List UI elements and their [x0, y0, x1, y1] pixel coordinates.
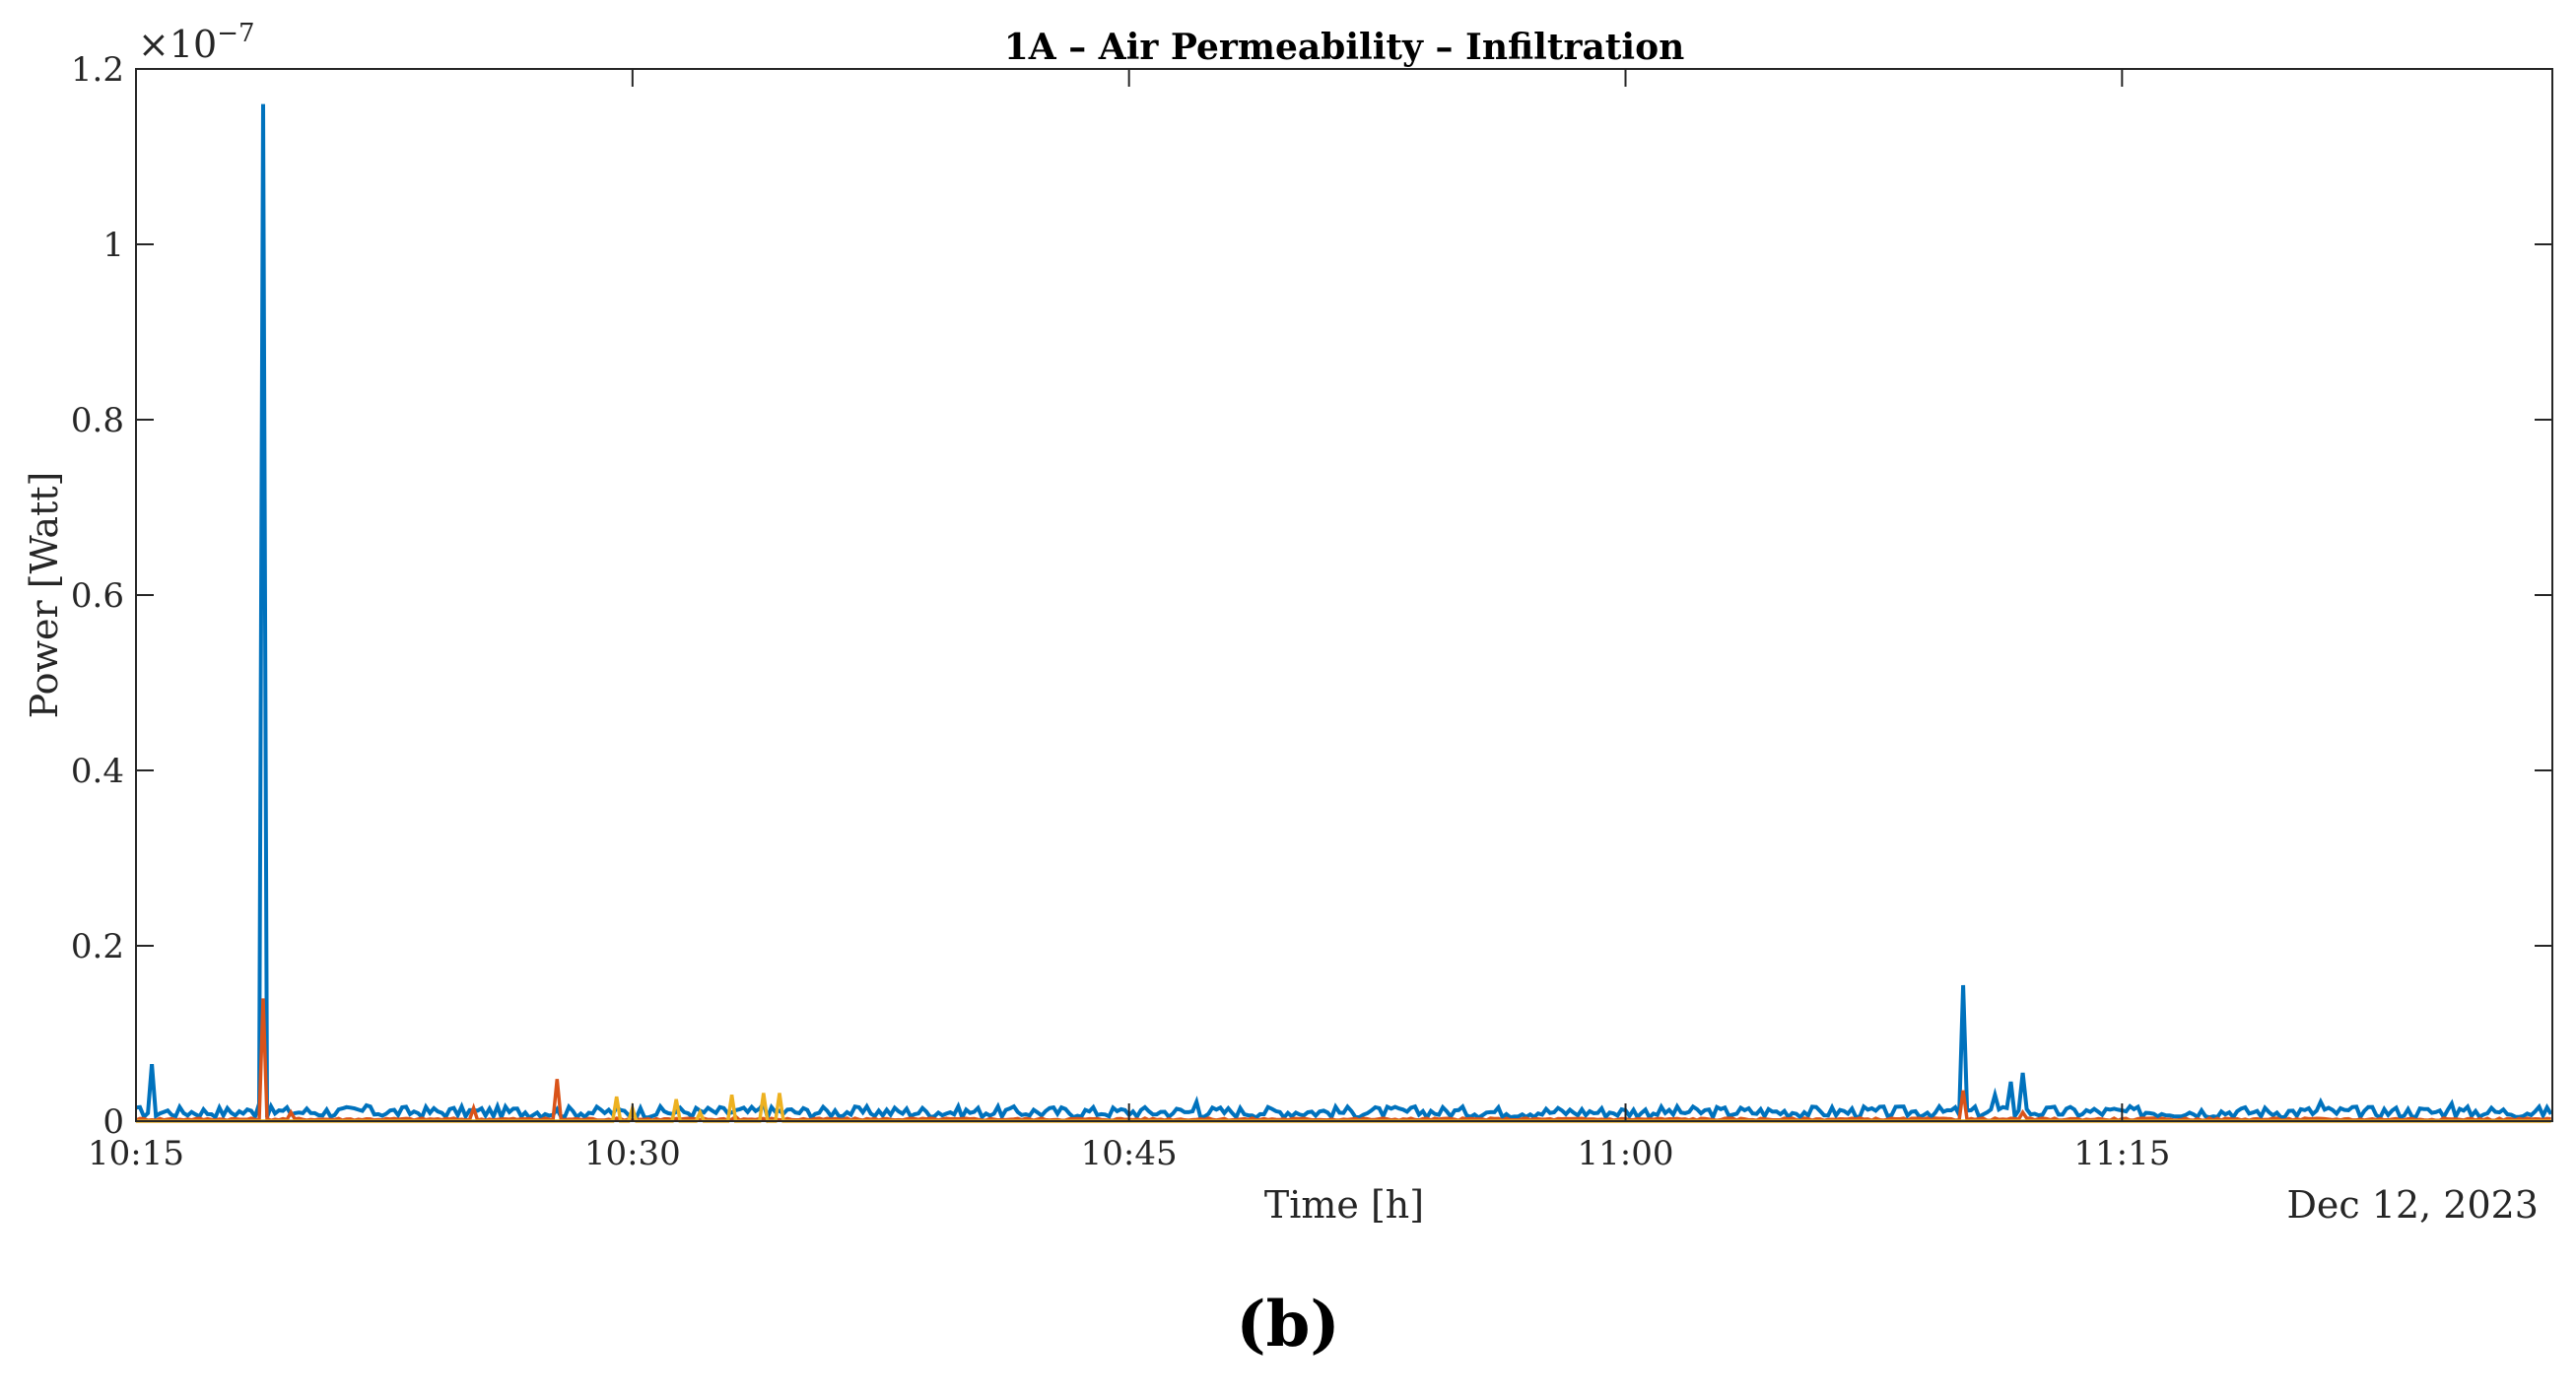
- x-tick-label: 10:45: [1081, 1134, 1178, 1173]
- ticks-layer: 10:15 10:30 10:45 11:00 11:15 0 0.2 0.4 0.6 0.8 1 1…: [71, 50, 2552, 1173]
- x-tick-label: 10:30: [584, 1134, 681, 1173]
- y-axis-label: Power [Watt]: [23, 472, 66, 719]
- y-tick-label: 0.8: [71, 401, 124, 440]
- y-tick-label: 0.2: [71, 927, 124, 966]
- y-exponent-label: ×10−7: [138, 19, 255, 66]
- series-blue-line: [135, 103, 2553, 1124]
- y-multiplier: ×10: [138, 23, 217, 66]
- plot-area: [136, 69, 2552, 1121]
- y-exponent: −7: [217, 19, 254, 48]
- y-tick-label: 1: [102, 226, 124, 265]
- chart-title: 1A – Air Permeability – Infiltration: [1004, 27, 1685, 68]
- x-tick-label: 10:15: [88, 1134, 184, 1173]
- panel-label: (b): [1236, 1288, 1339, 1362]
- y-tick-label: 0.4: [71, 752, 124, 791]
- x-tick-label: 11:00: [1578, 1134, 1674, 1173]
- x-tick-label: 11:15: [2073, 1134, 2170, 1173]
- y-tick-label: 0.6: [71, 576, 124, 616]
- y-tick-label: 1.2: [71, 50, 124, 90]
- x-axis-label: Time [h]: [1264, 1183, 1424, 1227]
- date-label: Dec 12, 2023: [2286, 1183, 2539, 1227]
- y-tick-label: 0: [102, 1102, 124, 1142]
